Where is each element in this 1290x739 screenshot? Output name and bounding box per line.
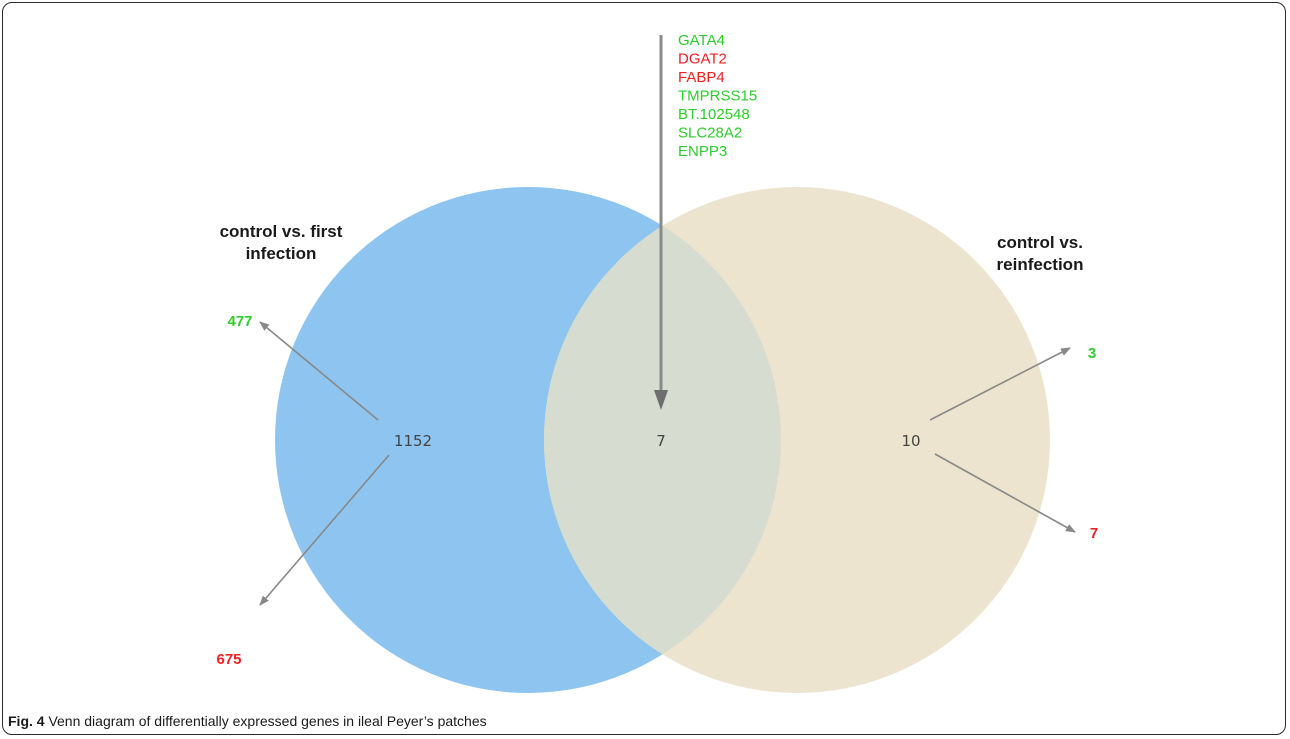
set-a-title-line2: infection (246, 244, 317, 263)
shared-gene-bt-102548: BT.102548 (678, 106, 750, 123)
overlap-count: 7 (656, 432, 666, 450)
shared-gene-tmprss15: TMPRSS15 (678, 88, 757, 105)
shared-gene-dgat2: DGAT2 (678, 51, 727, 68)
overlap-region (544, 187, 781, 693)
shared-gene-slc28a2: SLC28A2 (678, 125, 742, 142)
caption-text: Venn diagram of differentially expressed… (44, 713, 487, 729)
set-b-up-arrow (929, 347, 1071, 421)
set-b-unique-count: 10 (901, 432, 920, 450)
shared-gene-enpp3: ENPP3 (678, 143, 727, 160)
set-a-unique-count: 1152 (394, 432, 432, 450)
set-b-up-count: 3 (1088, 345, 1096, 362)
caption-label: Fig. 4 (8, 713, 45, 729)
set-a-down-arrow (259, 454, 390, 606)
set-b-down-arrow (934, 453, 1076, 533)
set-a-title-line1: control vs. first (220, 222, 343, 241)
set-a-down-count: 675 (216, 651, 241, 668)
set-a-up-count: 477 (227, 313, 252, 330)
shared-gene-gata4: GATA4 (678, 32, 725, 49)
overlap-arrow-head (654, 390, 668, 410)
set-b-title-line2: reinfection (997, 255, 1084, 274)
set-b-title-line1: control vs. (997, 233, 1083, 252)
set-a-up-arrow (259, 321, 379, 421)
shared-gene-fabp4: FABP4 (678, 69, 725, 86)
figure-caption: Fig. 4 Venn diagram of differentially ex… (8, 713, 487, 729)
set-b-down-count: 7 (1090, 525, 1098, 542)
